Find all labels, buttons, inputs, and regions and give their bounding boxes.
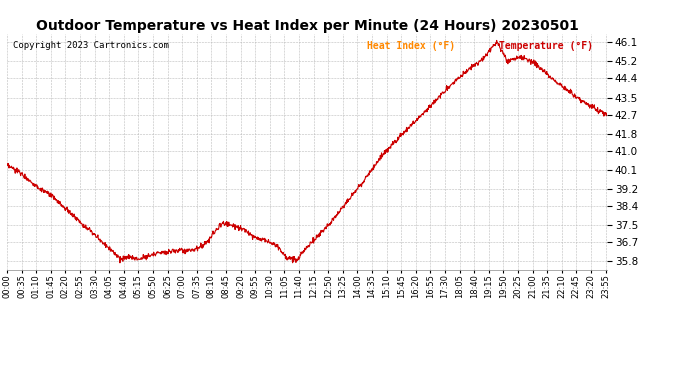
Text: Copyright 2023 Cartronics.com: Copyright 2023 Cartronics.com [13,41,169,50]
Title: Outdoor Temperature vs Heat Index per Minute (24 Hours) 20230501: Outdoor Temperature vs Heat Index per Mi… [36,19,578,33]
Text: Temperature (°F): Temperature (°F) [499,41,593,51]
Text: Heat Index (°F): Heat Index (°F) [367,41,455,51]
